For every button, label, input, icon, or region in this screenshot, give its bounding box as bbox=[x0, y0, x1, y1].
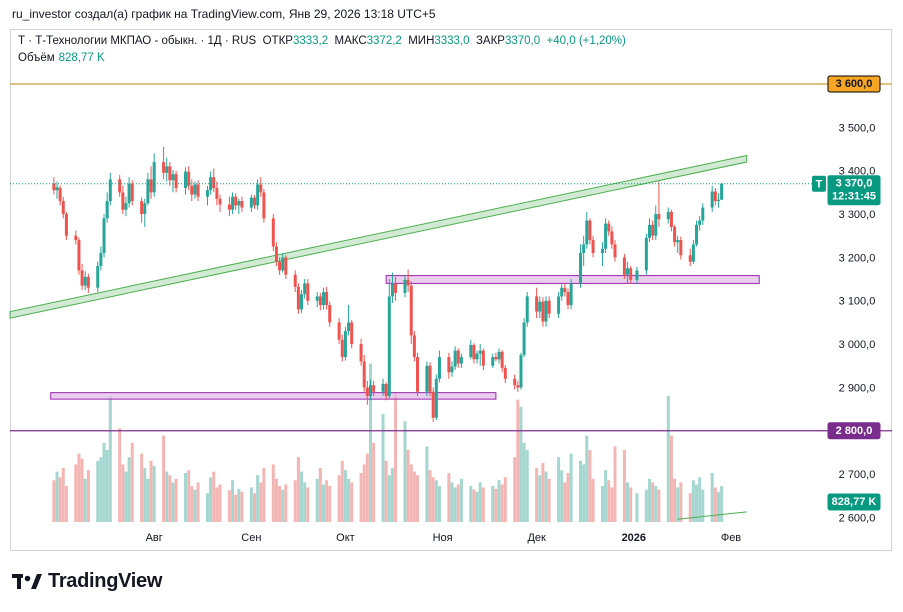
high-label: МАКС bbox=[334, 35, 367, 47]
close-label: ЗАКР bbox=[475, 35, 505, 47]
volume-label[interactable]: Объём bbox=[18, 52, 55, 64]
close-value: 3370,0 bbox=[504, 35, 541, 47]
low-label: МИН bbox=[408, 35, 435, 47]
tradingview-logo-text: TradingView bbox=[48, 570, 163, 592]
volume-legend: Объём 828,77 K bbox=[18, 52, 105, 64]
high-value: 3372,2 bbox=[366, 35, 402, 47]
symbol-title[interactable]: Т · Т-Технологии МКПАО - обыкн. · 1Д · R… bbox=[18, 35, 257, 47]
open-value: 3333,2 bbox=[292, 35, 329, 47]
volume-value: 828,77 K bbox=[58, 52, 105, 64]
low-value: 3333,0 bbox=[434, 35, 470, 47]
symbol-legend: Т · Т-Технологии МКПАО - обыкн. · 1Д · R… bbox=[18, 35, 626, 47]
open-label: ОТКР bbox=[262, 35, 293, 47]
chart-frame bbox=[10, 29, 892, 551]
chart-caption: ru_investor создал(а) график на TradingV… bbox=[12, 7, 436, 21]
tradingview-logo: TradingView bbox=[12, 570, 162, 593]
change-value: +40,0 (+1,20%) bbox=[546, 35, 626, 47]
tradingview-logo-icon bbox=[12, 573, 42, 589]
